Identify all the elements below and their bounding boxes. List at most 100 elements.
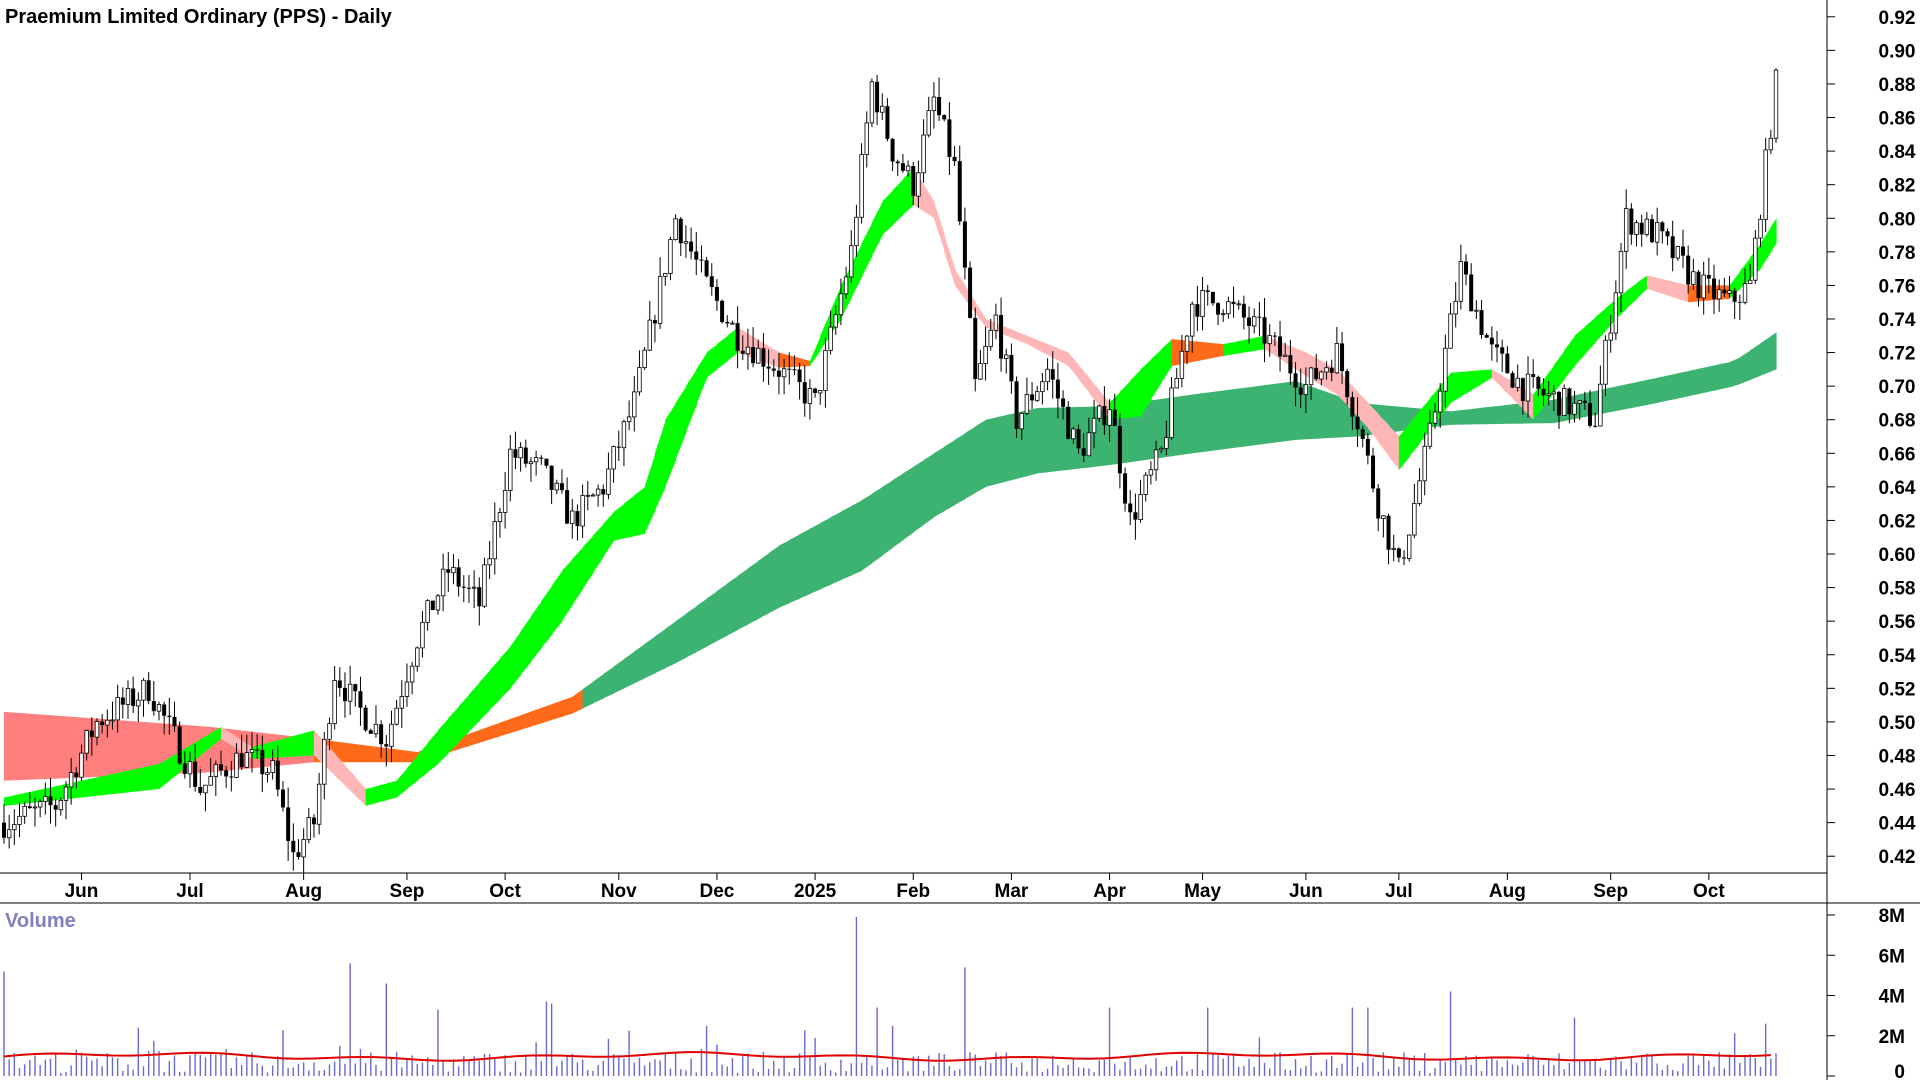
price-bar-up bbox=[528, 461, 534, 465]
price-bar-down bbox=[1355, 416, 1360, 430]
price-bar-up bbox=[663, 273, 668, 277]
price-bar-up bbox=[673, 218, 678, 240]
long-ma-band-segment bbox=[1254, 385, 1266, 446]
price-bar-down bbox=[513, 449, 518, 458]
price-bar-down bbox=[430, 600, 435, 610]
price-bar-down bbox=[1241, 303, 1246, 318]
price-bar-down bbox=[652, 320, 657, 324]
price-bar-up bbox=[921, 134, 926, 174]
long-ma-band-segment bbox=[1233, 387, 1245, 448]
price-bar-up bbox=[43, 796, 48, 802]
price-bar-down bbox=[725, 322, 730, 324]
price-bar-up bbox=[347, 683, 353, 702]
short-ma-band-segment bbox=[1533, 379, 1545, 420]
price-bar-up bbox=[1613, 292, 1619, 334]
long-ma-band-segment bbox=[1202, 391, 1214, 452]
short-ma-band-segment bbox=[541, 585, 553, 649]
price-bar-up bbox=[1427, 422, 1433, 447]
x-tick-label: Jun bbox=[65, 881, 99, 902]
short-ma-band-segment bbox=[1595, 308, 1607, 343]
long-ma-band-segment bbox=[1243, 386, 1255, 447]
price-bar-up bbox=[1391, 548, 1396, 551]
price-bar-down bbox=[337, 680, 342, 688]
long-ma-band-segment bbox=[14, 712, 26, 781]
price-bar-up bbox=[1303, 384, 1309, 396]
long-ma-band-segment bbox=[985, 417, 997, 487]
short-ma-band-segment bbox=[324, 742, 336, 776]
short-ma-band-segment bbox=[1367, 402, 1379, 443]
short-ma-band-segment bbox=[231, 733, 243, 753]
chart-title: Praemium Limited Ordinary (PPS) - Daily bbox=[5, 6, 393, 28]
price-bar-up bbox=[1763, 149, 1768, 220]
price-bar-up bbox=[1024, 394, 1030, 414]
price-bar-down bbox=[1231, 301, 1236, 305]
price-bar-up bbox=[1577, 400, 1582, 404]
price-bar-up bbox=[249, 749, 255, 754]
price-bar-down bbox=[787, 368, 792, 370]
price-bar-up bbox=[1221, 313, 1226, 316]
long-ma-band-segment bbox=[1016, 410, 1028, 479]
long-ma-band-segment bbox=[675, 613, 687, 664]
y-tick-label: 0.84 bbox=[1879, 142, 1916, 163]
long-ma-band-segment bbox=[148, 722, 160, 775]
price-bar-up bbox=[508, 448, 513, 491]
short-ma-band-segment bbox=[1512, 381, 1524, 410]
price-bar-down bbox=[1210, 291, 1215, 304]
long-ma-band-segment bbox=[861, 493, 873, 571]
price-bar-down bbox=[27, 806, 32, 808]
long-ma-band-segment bbox=[65, 716, 77, 779]
short-ma-band-segment bbox=[551, 570, 563, 635]
short-ma-band-segment bbox=[623, 495, 635, 539]
price-bar-down bbox=[1128, 503, 1133, 513]
short-ma-band-segment bbox=[1584, 317, 1596, 355]
long-ma-band-segment bbox=[964, 426, 976, 499]
long-ma-band-segment bbox=[1471, 407, 1483, 425]
long-ma-band-segment bbox=[24, 713, 36, 780]
short-ma-band-segment bbox=[76, 779, 88, 799]
long-ma-band-segment bbox=[1708, 364, 1720, 392]
long-ma-band-segment bbox=[1615, 384, 1627, 411]
price-bar-down bbox=[1112, 409, 1117, 427]
price-bar-up bbox=[1381, 515, 1386, 519]
short-ma-band-segment bbox=[644, 453, 656, 534]
long-ma-band-segment bbox=[96, 718, 108, 777]
short-ma-band-segment bbox=[1006, 327, 1018, 340]
price-bar-down bbox=[813, 388, 818, 393]
price-bar-up bbox=[1572, 402, 1577, 415]
y-tick-label: 0.46 bbox=[1879, 780, 1916, 801]
long-ma-band-segment bbox=[995, 415, 1007, 485]
price-bar-down bbox=[1660, 222, 1665, 232]
short-ma-band-segment bbox=[468, 682, 480, 732]
long-ma-band-segment bbox=[1450, 410, 1462, 425]
price-bar-down bbox=[177, 726, 182, 764]
long-ma-band-segment bbox=[944, 439, 956, 512]
price-bar-down bbox=[131, 688, 136, 706]
price-bar-down bbox=[100, 721, 105, 726]
long-ma-band-segment bbox=[1636, 379, 1648, 407]
long-ma-band-segment bbox=[592, 674, 604, 704]
price-bar-down bbox=[1055, 379, 1060, 399]
short-ma-band-segment bbox=[1357, 391, 1369, 429]
long-ma-band-segment bbox=[1440, 410, 1452, 427]
price-bar-up bbox=[234, 752, 239, 778]
price-bar-down bbox=[1681, 246, 1686, 256]
long-ma-band-segment bbox=[1543, 399, 1555, 424]
price-bar-down bbox=[1345, 371, 1350, 398]
price-bar-up bbox=[807, 388, 813, 404]
price-bar-up bbox=[409, 665, 415, 683]
price-bar-up bbox=[17, 815, 22, 825]
price-bar-down bbox=[751, 347, 756, 364]
price-bar-down bbox=[368, 730, 373, 734]
price-bar-down bbox=[890, 138, 895, 162]
price-bar-up bbox=[590, 494, 596, 497]
short-ma-band-segment bbox=[210, 726, 222, 748]
price-bar-down bbox=[1557, 391, 1562, 416]
long-ma-band-segment bbox=[1667, 373, 1679, 401]
price-bar-down bbox=[456, 567, 461, 587]
price-bar-down bbox=[1014, 381, 1019, 429]
short-ma-band-segment bbox=[1233, 339, 1245, 355]
short-ma-band-segment bbox=[386, 780, 398, 801]
price-bar-up bbox=[781, 368, 787, 378]
short-ma-band-segment bbox=[282, 735, 294, 758]
price-bar-up bbox=[1148, 469, 1154, 476]
